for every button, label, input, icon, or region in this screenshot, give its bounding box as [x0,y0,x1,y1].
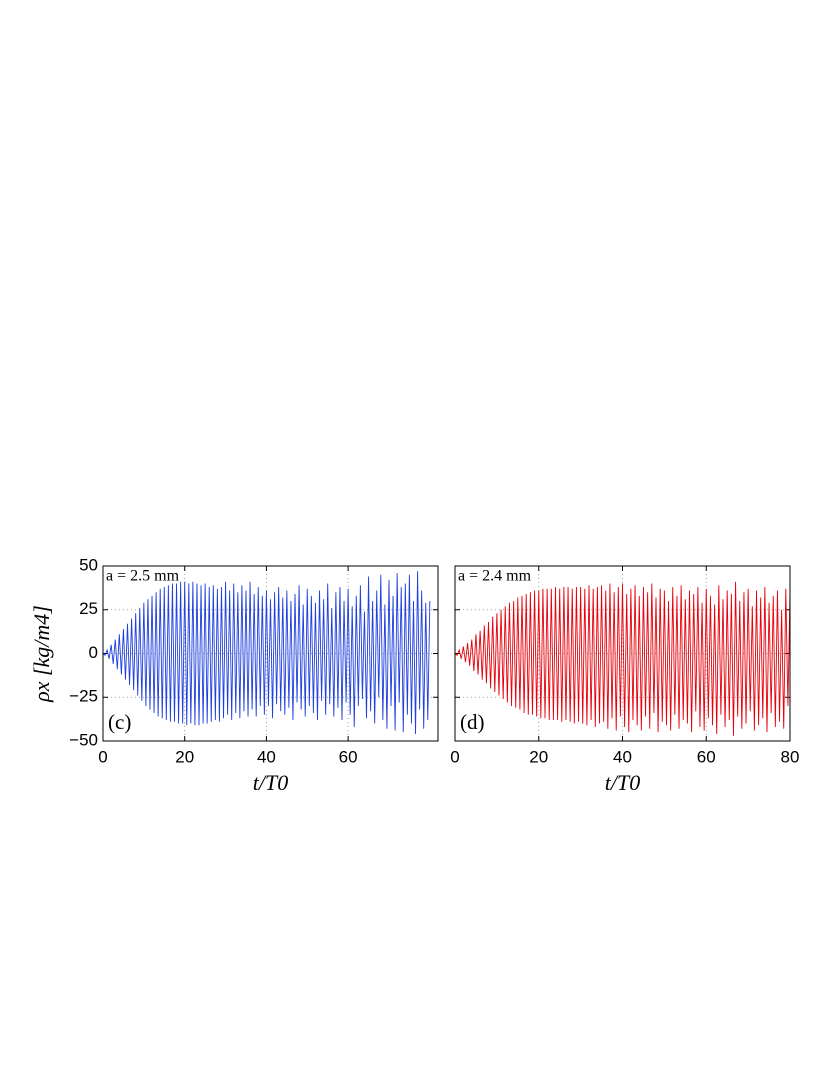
y-axis-label: ρx [kg/m4] [29,605,54,703]
x-axis-label: t/T0 [605,770,640,795]
x-tick-label: 60 [697,747,716,766]
annotation: a = 2.5 mm [106,568,180,585]
y-tick-label: 0 [89,643,98,662]
axes-frame [102,565,439,742]
axes-frame [454,565,791,742]
x-tick-label: 0 [450,747,459,766]
panel-label: (d) [460,710,485,734]
x-tick-label: 60 [339,747,358,766]
annotation: a = 2.4 mm [458,568,532,585]
x-axis-label: t/T0 [253,770,288,795]
y-tick-label: 25 [79,599,98,618]
x-tick-label: 80 [781,747,800,766]
x-tick-label: 40 [257,747,276,766]
y-tick-label: −50 [69,730,98,749]
x-tick-label: 40 [613,747,632,766]
data-line [454,581,791,736]
data-line [102,571,431,735]
y-tick-label: 50 [79,555,98,574]
x-tick-label: 0 [98,747,107,766]
x-tick-label: 20 [529,747,548,766]
panel-label: (c) [108,710,131,734]
x-tick-label: 20 [175,747,194,766]
y-tick-label: −25 [69,687,98,706]
